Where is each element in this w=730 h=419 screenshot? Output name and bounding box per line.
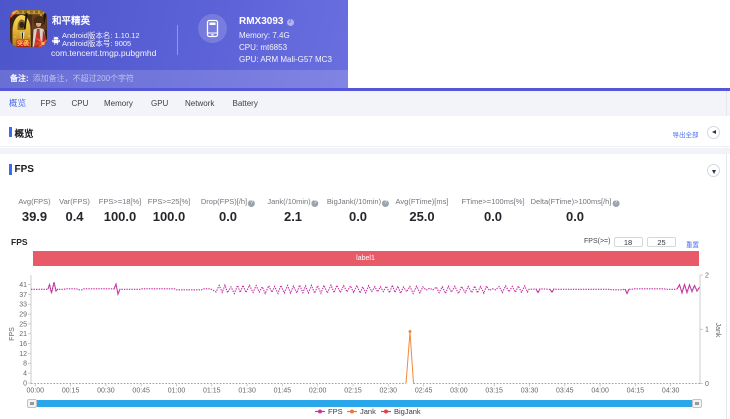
svg-text:00:15: 00:15 xyxy=(62,388,80,395)
svg-text:FPS: FPS xyxy=(328,407,343,416)
svg-text:21: 21 xyxy=(19,331,27,338)
svg-text:04:15: 04:15 xyxy=(627,388,645,395)
svg-text:02:00: 02:00 xyxy=(309,388,327,395)
svg-text:8: 8 xyxy=(23,361,27,368)
svg-text:29: 29 xyxy=(19,311,27,318)
svg-text:BigJank: BigJank xyxy=(394,407,421,416)
svg-text:2: 2 xyxy=(705,272,709,279)
svg-text:12: 12 xyxy=(19,351,27,358)
svg-text:Jank: Jank xyxy=(360,407,376,416)
svg-text:02:15: 02:15 xyxy=(344,388,362,395)
svg-text:0: 0 xyxy=(23,380,27,387)
svg-text:1: 1 xyxy=(705,327,709,334)
svg-text:03:00: 03:00 xyxy=(450,388,468,395)
svg-text:02:45: 02:45 xyxy=(415,388,433,395)
svg-text:03:45: 03:45 xyxy=(556,388,574,395)
svg-text:01:45: 01:45 xyxy=(274,388,292,395)
svg-text:01:15: 01:15 xyxy=(203,388,221,395)
svg-text:00:30: 00:30 xyxy=(97,388,115,395)
svg-text:0: 0 xyxy=(705,381,709,388)
svg-text:Jank: Jank xyxy=(714,323,721,338)
svg-text:03:15: 03:15 xyxy=(485,388,503,395)
svg-text:01:30: 01:30 xyxy=(238,388,256,395)
svg-text:00:00: 00:00 xyxy=(27,388,45,395)
svg-text:04:30: 04:30 xyxy=(662,388,680,395)
svg-text:特惠: 特惠 xyxy=(11,10,20,16)
svg-text:突袭: 突袭 xyxy=(17,40,30,47)
svg-text:00:45: 00:45 xyxy=(132,388,150,395)
svg-text:16: 16 xyxy=(19,341,27,348)
svg-text:4: 4 xyxy=(23,371,27,378)
svg-text:02:30: 02:30 xyxy=(380,388,398,395)
svg-text:FPS: FPS xyxy=(9,327,16,341)
svg-text:37: 37 xyxy=(19,292,27,299)
svg-text:41: 41 xyxy=(19,282,27,289)
svg-text:03:30: 03:30 xyxy=(521,388,539,395)
svg-text:25: 25 xyxy=(19,321,27,328)
svg-text:01:00: 01:00 xyxy=(168,388,186,395)
svg-text:33: 33 xyxy=(19,302,27,309)
svg-text:04:00: 04:00 xyxy=(591,388,609,395)
